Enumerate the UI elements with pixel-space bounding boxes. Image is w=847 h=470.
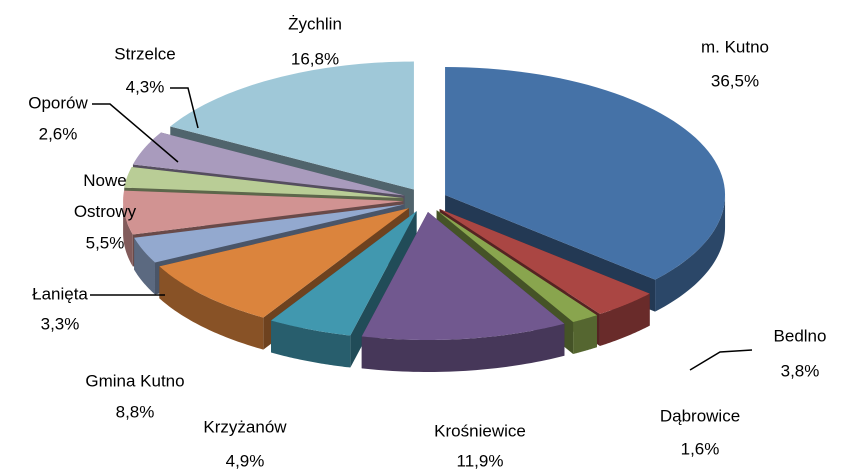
slice [132,132,405,196]
value-label: 4,3% [126,77,165,96]
label-line: Ostrowy [74,202,137,221]
slice-label: Dąbrowice [660,406,740,425]
slice [439,209,650,314]
slice-wall [134,204,405,270]
slice-side [655,195,726,312]
value-label: 3,3% [41,314,80,333]
value-label: 8,8% [116,402,155,421]
value-label: 16,8% [291,49,339,68]
slice-label: Krośniewice [434,421,526,440]
slice-label: Oporów [28,93,88,112]
slice [361,211,565,340]
slice-label: Łanięta [32,284,88,303]
slice [445,67,726,280]
slice-label: m. Kutno [701,37,769,56]
slice-label: Żychlin [288,14,342,33]
slice [159,208,409,318]
slice [124,166,404,199]
value-label: 3,8% [781,361,820,380]
value-label: 36,5% [711,71,759,90]
slice-side [134,237,155,295]
slice-label: Gmina Kutno [85,371,184,390]
slice-side [159,266,264,350]
slice [134,204,405,263]
slice-side [123,201,133,267]
slice-label: Krzyżanów [203,417,287,436]
value-label: 11,9% [457,451,504,470]
slice-label: Bedlno [774,326,827,345]
value-label: 5,5% [86,233,125,252]
value-label: 2,6% [39,124,78,143]
slice [170,61,414,190]
value-label: 4,9% [226,451,265,470]
slice-side [599,293,650,346]
slice [271,211,417,336]
leader-line [689,349,753,371]
slice [123,190,404,235]
leader-line [170,87,199,129]
slice-side [573,315,597,355]
slice-label: Strzelce [114,44,175,63]
slice-side [271,320,351,368]
label-line: Nowe [83,171,126,190]
leader-line [92,103,179,163]
slice-side [361,323,565,372]
slice [436,210,597,323]
slice-label: Nowe Ostrowy [74,171,137,221]
value-label: 1,6% [681,439,720,458]
